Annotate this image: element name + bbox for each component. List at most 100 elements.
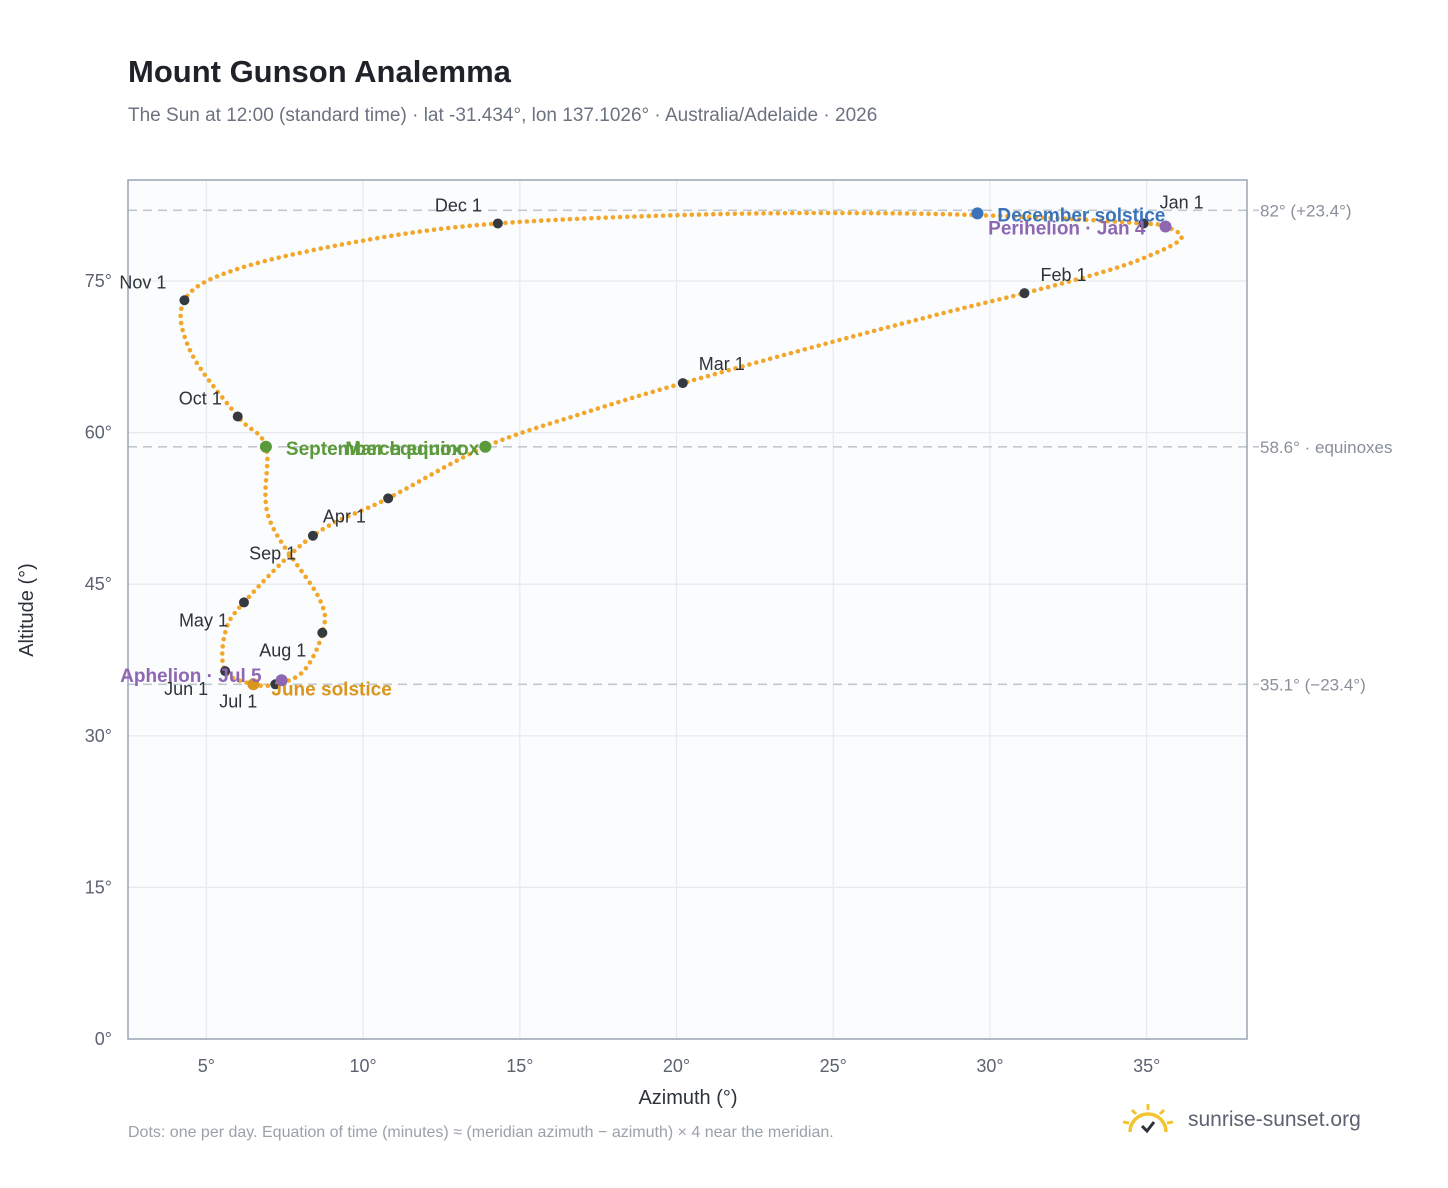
day-dot (948, 308, 953, 314)
day-dot (596, 215, 601, 221)
day-dot (940, 211, 946, 217)
event-dot (259, 440, 272, 453)
day-dot (885, 324, 891, 330)
day-dot (1107, 267, 1113, 273)
day-dot (423, 475, 428, 481)
day-dot (754, 211, 759, 216)
day-dot (883, 210, 888, 216)
day-dot (850, 334, 856, 339)
day-dot (318, 599, 323, 604)
day-dot (624, 214, 630, 220)
y-axis-label: Altitude (°) (16, 563, 38, 657)
day-dot (396, 232, 401, 238)
day-dot (897, 211, 903, 216)
month-marker-label: May 1 (179, 610, 228, 630)
day-dot (292, 675, 298, 680)
day-dot (1175, 229, 1181, 235)
x-tick-label: 25° (820, 1056, 847, 1076)
day-dot (259, 436, 265, 441)
day-dot (307, 660, 313, 665)
day-dot (947, 212, 953, 217)
day-dot (431, 227, 437, 233)
day-dot (712, 371, 718, 377)
day-dot (646, 213, 652, 219)
day-dot (215, 389, 221, 395)
day-dot (919, 211, 924, 216)
day-dot (453, 224, 458, 230)
day-dot (190, 354, 196, 359)
day-dot (962, 212, 967, 218)
month-markers: Jan 1 Feb 1 Mar 1 Apr 1 May 1 Jun 1 Jul 1 Aug 1… (119, 192, 1203, 711)
day-dot (941, 310, 946, 316)
day-dot (403, 231, 408, 236)
reference-lines: 82° (+23.4°) 58.6° · equinoxes 35.1° (−23.… (128, 201, 1393, 694)
day-dot (629, 395, 635, 401)
day-dot (382, 234, 387, 240)
day-dot (667, 213, 673, 218)
day-dot (520, 430, 525, 435)
day-dot (1055, 216, 1060, 221)
day-dot (1094, 271, 1099, 277)
day-dot (359, 508, 364, 513)
day-dot (298, 671, 304, 676)
day-dot (990, 213, 996, 218)
month-marker-label: Nov 1 (119, 272, 166, 292)
day-dot (703, 212, 709, 217)
day-dot (265, 683, 271, 689)
month-marker-label: Sep 1 (249, 543, 296, 563)
day-dot (1114, 265, 1120, 270)
day-dot (201, 280, 207, 285)
day-dot (588, 408, 594, 414)
month-marker-label: Mar 1 (699, 354, 745, 374)
day-dot (1048, 215, 1053, 221)
day-dot (304, 249, 310, 254)
day-dot (198, 366, 204, 372)
day-dot (410, 482, 416, 488)
day-dot (602, 404, 607, 409)
day-dot (206, 378, 212, 383)
chart-title: Mount Gunson Analemma (128, 54, 511, 89)
day-dot (954, 212, 960, 217)
day-dot (445, 225, 451, 231)
day-dot (318, 246, 324, 251)
day-dot (1091, 217, 1096, 223)
day-dot (255, 260, 261, 266)
day-dot (460, 224, 465, 229)
day-dot (892, 323, 898, 328)
day-dot (1045, 284, 1051, 290)
month-marker-dot (238, 597, 249, 608)
day-dot (1005, 213, 1010, 219)
day-dot (962, 305, 967, 311)
day-dot (657, 387, 662, 393)
day-dot (643, 391, 649, 397)
day-dot (1059, 281, 1065, 286)
day-dot (488, 221, 494, 227)
day-dot (1148, 252, 1154, 258)
day-dot (567, 216, 573, 222)
day-dot (184, 341, 190, 346)
day-dot (554, 419, 560, 424)
day-dot (934, 312, 939, 318)
month-marker-dot (383, 493, 394, 504)
day-dot (178, 313, 183, 319)
day-dot (481, 222, 487, 227)
day-dot (864, 330, 870, 335)
day-dot (617, 214, 623, 220)
month-marker-dot (492, 218, 503, 229)
day-dot (194, 360, 200, 366)
day-dot (904, 211, 910, 216)
day-dot (311, 653, 316, 659)
day-dot (503, 220, 508, 226)
day-dot (689, 212, 695, 218)
day-dot (1062, 216, 1068, 221)
day-dot (517, 219, 523, 225)
day-dot (223, 629, 228, 635)
day-dot (1083, 217, 1089, 223)
day-dot (243, 422, 248, 427)
day-dot (389, 233, 394, 239)
day-dot (221, 636, 227, 642)
x-axis-label: Azimuth (°) (638, 1087, 737, 1109)
event-dot (479, 440, 492, 453)
brand-link[interactable]: sunrise-sunset.org (1120, 1102, 1361, 1138)
